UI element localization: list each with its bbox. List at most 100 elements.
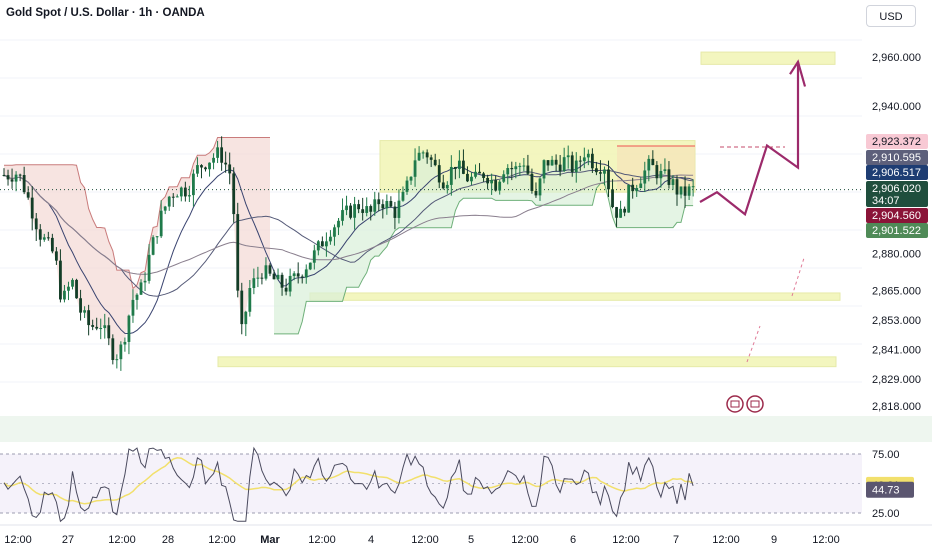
candle <box>284 287 288 292</box>
time-axis: 12:00 27 12:00 28 12:00 Mar 12:00 4 12:00 5 12:00 6… <box>0 524 932 546</box>
candle <box>34 218 38 230</box>
price-badge-label: 2,910.595 <box>872 152 921 164</box>
candle <box>599 172 602 174</box>
candle <box>466 173 469 182</box>
time-tick: 4 <box>368 534 374 546</box>
candle <box>2 174 6 176</box>
candle <box>373 199 377 212</box>
candle <box>655 165 659 179</box>
candle <box>546 160 550 166</box>
bank-icon <box>730 400 740 408</box>
forecast-path[interactable] <box>699 61 800 217</box>
forecast <box>699 59 807 413</box>
candle <box>95 326 99 329</box>
candle <box>179 187 183 197</box>
candle <box>401 191 405 201</box>
candle <box>119 344 123 360</box>
candle <box>325 241 328 247</box>
candle <box>300 276 304 278</box>
candle <box>538 178 542 196</box>
candle <box>582 157 586 162</box>
zone-support-2[interactable] <box>217 356 837 368</box>
ichimoku-cloud <box>4 137 694 360</box>
currency-button[interactable]: USD <box>866 5 916 27</box>
time-tick: 12:00 <box>511 534 539 546</box>
price-badge-label: 2,901.522 <box>872 225 921 237</box>
time-tick: 12:00 <box>4 534 32 546</box>
candle <box>171 196 175 198</box>
price-tick: 2,829.000 <box>872 374 921 386</box>
time-tick: 12:00 <box>411 534 439 546</box>
candle <box>385 200 389 209</box>
candle <box>127 315 131 342</box>
chart-title: Gold Spot / U.S. Dollar · 1h · OANDA <box>6 7 205 19</box>
rsi-band <box>0 454 862 513</box>
time-tick: 9 <box>771 534 777 546</box>
price-tick: 2,818.000 <box>872 401 921 413</box>
candle <box>683 186 687 196</box>
candle <box>131 299 135 316</box>
candle <box>296 273 300 277</box>
candle <box>506 167 510 175</box>
candle <box>264 265 268 279</box>
candle <box>79 298 82 313</box>
candle <box>425 152 429 158</box>
candle <box>627 184 631 213</box>
candle <box>248 288 252 312</box>
candle <box>377 199 381 205</box>
time-tick: Mar <box>260 534 280 546</box>
candle <box>494 180 498 191</box>
candle <box>554 159 558 165</box>
event-icon[interactable] <box>746 395 764 413</box>
candle <box>405 180 409 192</box>
zone-support-1[interactable] <box>309 292 841 301</box>
candle <box>586 153 590 158</box>
candle <box>139 282 143 295</box>
candle <box>562 157 566 171</box>
candle <box>691 186 695 188</box>
candle <box>54 251 58 261</box>
price-axis: 2,960.000 2,940.000 2,880.000 2,865.000 2,85… <box>866 52 921 520</box>
time-tick: 6 <box>570 534 576 546</box>
candle <box>381 204 385 209</box>
candle <box>220 147 224 163</box>
time-tick: 27 <box>62 534 74 546</box>
candle <box>83 310 86 313</box>
price-tick: 2,960.000 <box>872 52 921 64</box>
candle <box>22 175 26 193</box>
candle <box>607 169 610 190</box>
event-icon[interactable] <box>726 395 744 413</box>
candle <box>276 274 280 280</box>
candle <box>63 290 66 300</box>
candle <box>631 184 635 192</box>
candle <box>244 311 248 325</box>
price-badge <box>866 181 928 207</box>
candle <box>389 200 393 207</box>
candle <box>514 166 518 170</box>
candle <box>659 170 663 179</box>
candle <box>30 197 34 219</box>
candle <box>441 182 445 189</box>
rsi-line <box>3 446 694 523</box>
candle <box>457 160 461 169</box>
candle <box>268 265 272 274</box>
pane-separator[interactable] <box>0 416 932 442</box>
candle <box>252 278 256 289</box>
moving-averages <box>0 160 862 335</box>
zone-target[interactable] <box>700 51 836 65</box>
candle <box>474 171 477 177</box>
candle <box>413 160 417 177</box>
time-tick: 12:00 <box>612 534 640 546</box>
ma-fast <box>3 160 694 335</box>
candle <box>393 206 397 218</box>
candle <box>651 158 655 166</box>
price-tick: 2,880.000 <box>872 249 921 261</box>
time-tick: 12:00 <box>308 534 336 546</box>
candle <box>304 269 308 278</box>
price-badge <box>866 134 928 149</box>
price-badge <box>866 165 928 180</box>
candle <box>482 173 485 178</box>
dashed-arrow-2 <box>746 325 761 363</box>
candle <box>502 174 506 182</box>
